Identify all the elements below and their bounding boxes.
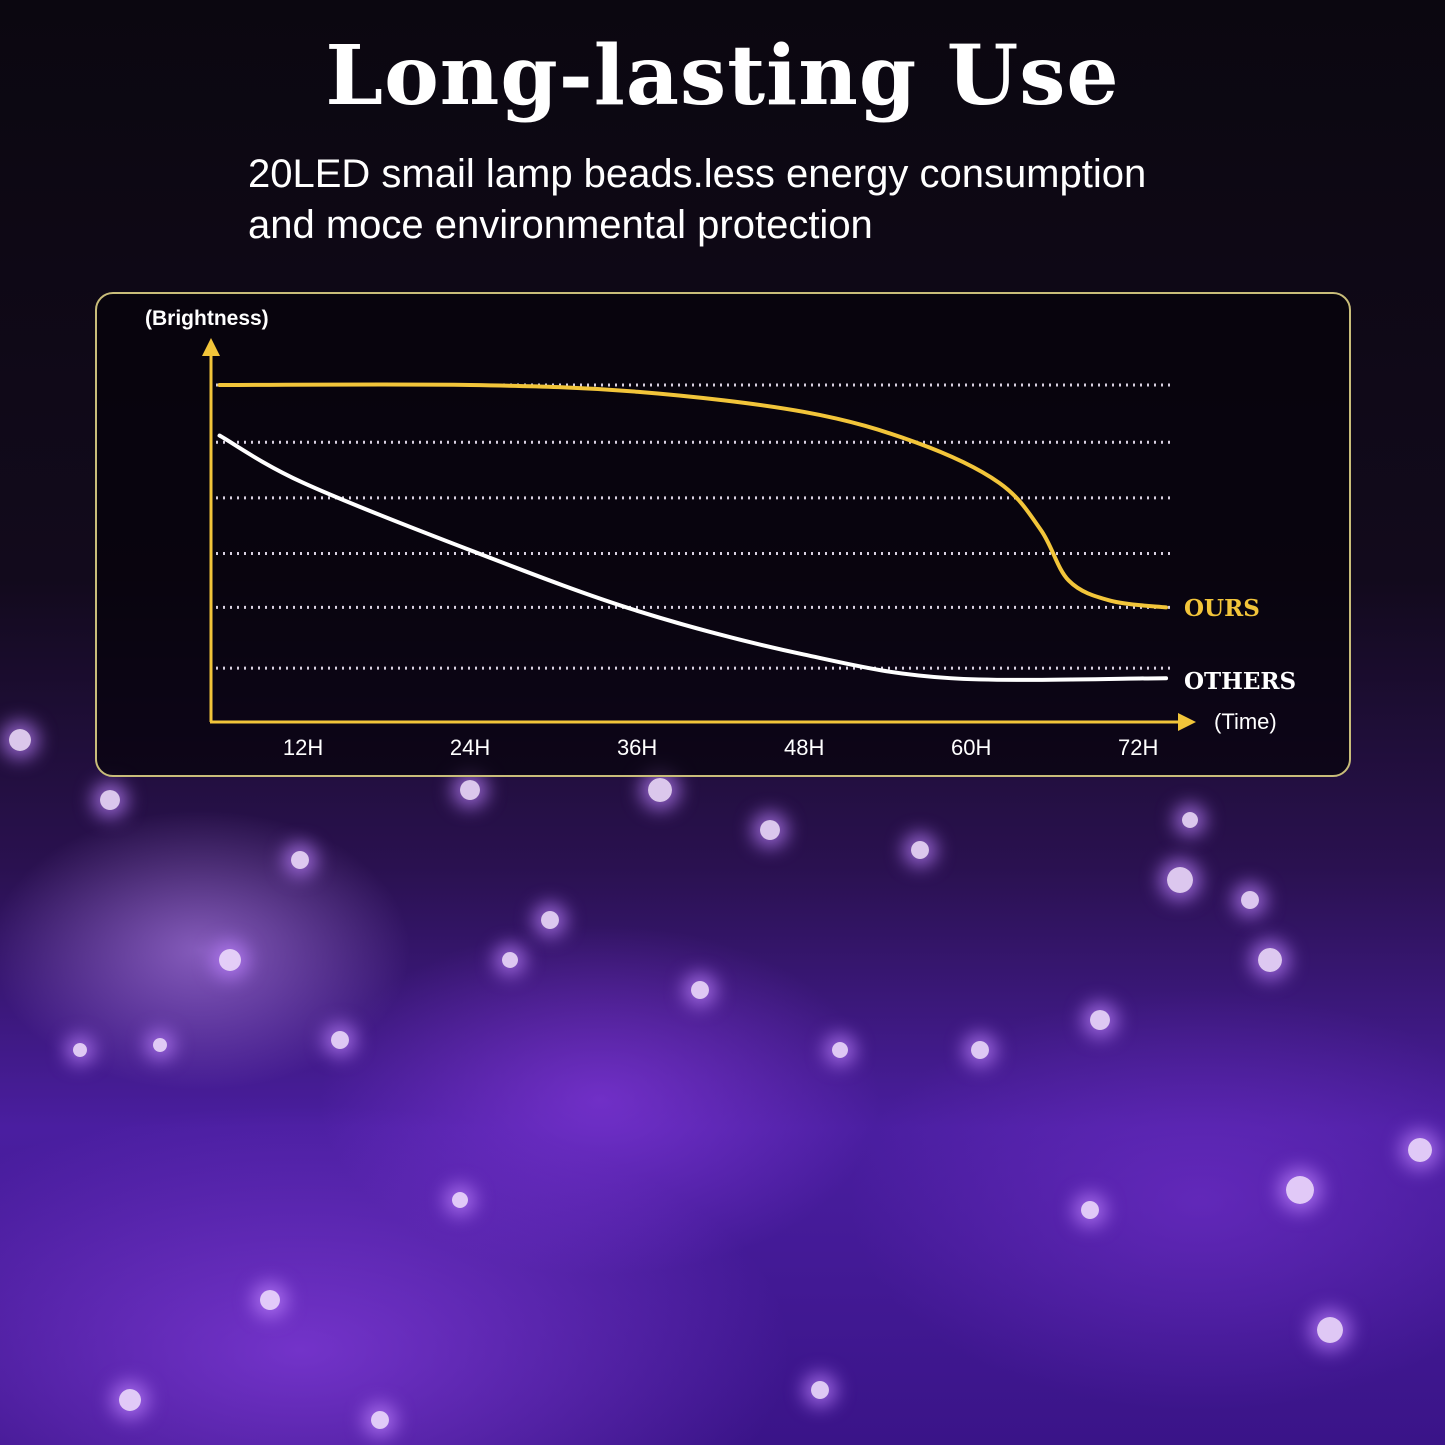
y-axis-arrow-icon	[202, 338, 220, 356]
light-bokeh	[331, 1031, 349, 1049]
light-bokeh	[502, 952, 518, 968]
light-bokeh	[460, 780, 480, 800]
x-tick-label: 24H	[450, 735, 490, 760]
light-bokeh	[1182, 812, 1198, 828]
light-bokeh	[832, 1042, 848, 1058]
chart-panel	[95, 292, 1351, 777]
y-axis-label: (Brightness)	[145, 307, 269, 330]
light-bokeh	[153, 1038, 167, 1052]
light-bokeh	[760, 820, 780, 840]
light-bokeh	[1286, 1176, 1314, 1204]
x-tick-label: 72H	[1118, 735, 1158, 760]
page-title: Long-lasting Use	[325, 28, 1120, 124]
light-bokeh	[73, 1043, 87, 1057]
light-bokeh	[541, 911, 559, 929]
light-bokeh	[100, 790, 120, 810]
x-tick-label: 36H	[617, 735, 657, 760]
light-bokeh	[291, 851, 309, 869]
light-bokeh	[1167, 867, 1193, 893]
light-bokeh	[371, 1411, 389, 1429]
light-bokeh	[1090, 1010, 1110, 1030]
light-bokeh	[1317, 1317, 1343, 1343]
x-axis-label: (Time)	[1214, 709, 1277, 734]
light-bokeh	[811, 1381, 829, 1399]
subtitle-line-1: 20LED smail lamp beads.less energy consu…	[248, 152, 1147, 196]
x-tick-label: 60H	[951, 735, 991, 760]
light-bokeh	[1241, 891, 1259, 909]
light-bokeh	[971, 1041, 989, 1059]
x-tick-label: 48H	[784, 735, 824, 760]
legend-ours: OURS	[1184, 595, 1260, 622]
light-bokeh	[9, 729, 31, 751]
light-bokeh	[648, 778, 672, 802]
series-line-ours	[217, 382, 1169, 610]
light-bokeh	[1081, 1201, 1099, 1219]
legend-others: OTHERS	[1184, 668, 1296, 695]
light-bokeh	[911, 841, 929, 859]
light-bokeh	[119, 1389, 141, 1411]
x-tick-label: 12H	[283, 735, 323, 760]
subtitle-line-2: and moce environmental protection	[248, 203, 873, 247]
light-bokeh	[452, 1192, 468, 1208]
x-axis-arrow-icon	[1178, 713, 1196, 731]
light-bokeh	[219, 949, 241, 971]
light-bokeh	[691, 981, 709, 999]
light-bokeh	[1408, 1138, 1432, 1162]
light-bokeh	[260, 1290, 280, 1310]
light-bokeh	[1258, 948, 1282, 972]
series-line-others	[217, 433, 1169, 682]
